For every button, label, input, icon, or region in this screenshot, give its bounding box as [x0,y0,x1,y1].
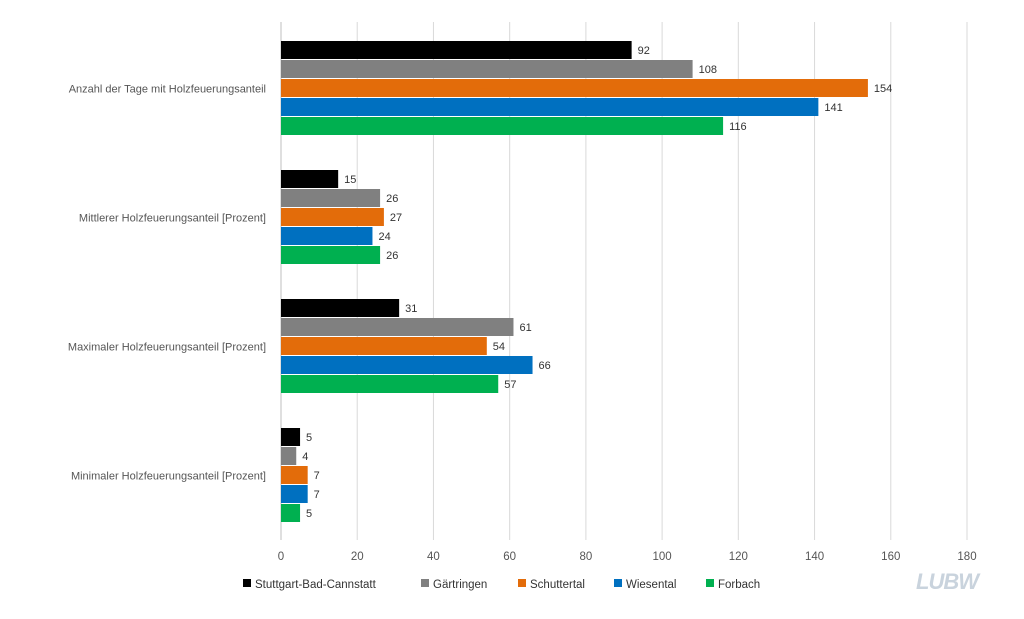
data-label: 27 [390,212,402,224]
bar [281,485,308,503]
data-label: 141 [824,102,842,114]
data-label: 7 [314,489,320,501]
data-label: 108 [699,64,717,76]
data-label: 66 [539,360,551,372]
legend-swatch [706,579,714,587]
x-tick-label: 100 [653,551,672,563]
bar [281,375,499,393]
x-tick-label: 120 [729,551,748,563]
category-label: Mittlerer Holzfeuerungsanteil [Prozent] [79,213,266,225]
data-label: 92 [638,45,650,57]
bar [281,227,373,245]
bar [281,246,381,264]
legend-label: Wiesental [626,579,677,591]
category-label: Minimaler Holzfeuerungsanteil [Prozent] [71,471,266,483]
x-tick-label: 40 [427,551,440,563]
x-tick-label: 140 [805,551,824,563]
x-tick-label: 20 [351,551,364,563]
category-label: Anzahl der Tage mit Holzfeuerungsanteil [69,84,266,96]
legend-label: Forbach [718,579,760,591]
x-tick-label: 80 [579,551,592,563]
data-label: 5 [306,508,312,520]
data-label: 26 [386,193,398,205]
bar [281,79,868,97]
bars-layer [281,41,868,522]
data-label: 116 [729,121,747,133]
bar [281,504,301,522]
legend-swatch [614,579,622,587]
category-label: Maximaler Holzfeuerungsanteil [Prozent] [68,342,266,354]
bar [281,98,819,116]
bar [281,170,339,188]
data-label: 61 [519,322,531,334]
data-label: 54 [493,341,505,353]
data-label: 26 [386,250,398,262]
bar [281,299,400,317]
data-label: 7 [314,470,320,482]
data-label: 24 [378,231,390,243]
legend-label: Schuttertal [530,579,585,591]
bar [281,356,533,374]
bar [281,189,381,207]
bar [281,208,384,226]
x-tick-label: 0 [278,551,284,563]
bar [281,337,487,355]
lubw-logo-icon: LUBW [916,569,982,594]
x-tick-label: 180 [957,551,976,563]
legend: Stuttgart-Bad-Cannstatt Gärtringen Schutte… [243,579,760,591]
bar [281,428,301,446]
legend-swatch [243,579,251,587]
legend-swatch [518,579,526,587]
labels-layer: 0 20 40 60 80 100 120 140 160 180 Anzahl der Tage … [68,45,977,563]
bar [281,466,308,484]
x-tick-label: 60 [503,551,516,563]
legend-label: Gärtringen [433,579,487,591]
bar [281,318,514,336]
bar [281,60,693,78]
data-label: 4 [302,451,308,463]
data-label: 15 [344,174,356,186]
data-label: 154 [874,83,892,95]
svg-text:LUBW: LUBW [916,569,981,594]
data-label: 31 [405,303,417,315]
legend-swatch [421,579,429,587]
legend-label: Stuttgart-Bad-Cannstatt [255,579,377,591]
data-label: 57 [504,379,516,391]
x-tick-label: 160 [881,551,900,563]
bar [281,447,297,465]
bar [281,41,632,59]
data-label: 5 [306,432,312,444]
bar [281,117,724,135]
